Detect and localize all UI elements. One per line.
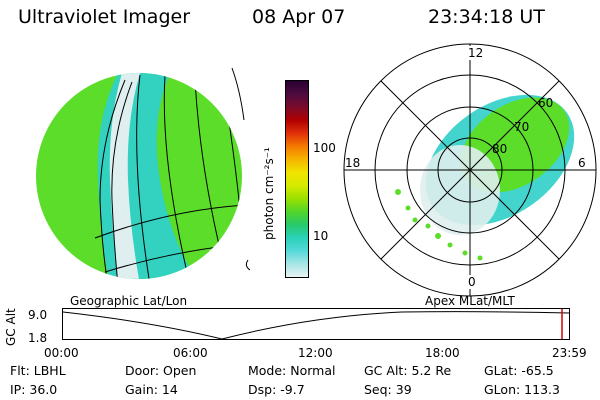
data-dot [395, 189, 401, 195]
ip-info: IP: 36.0 [10, 382, 58, 397]
gc-alt-info: GC Alt: 5.2 Re [364, 363, 452, 378]
seq-info: Seq: 39 [364, 382, 412, 397]
colorbar-gradient [286, 81, 308, 277]
data-dot [435, 233, 441, 239]
door-info: Door: Open [125, 363, 197, 378]
altitude-curve [62, 311, 570, 340]
mlt-label-12: 12 [466, 46, 486, 60]
coastline-fragment [245, 259, 251, 271]
data-dot [447, 242, 453, 248]
lat-label-60: 60 [538, 96, 554, 110]
data-dot [477, 255, 483, 261]
time-label: 23:34:18 UT [428, 6, 545, 28]
globe-outline-arc [231, 67, 245, 121]
data-dot [412, 217, 418, 223]
altitude-xtick-0000: 00:00 [44, 346, 79, 360]
colorbar-tick-100: 100 [313, 141, 336, 155]
altitude-ytick-1: 1.8 [28, 331, 48, 345]
coastline [99, 79, 126, 279]
altitude-xtick-0600: 06:00 [173, 346, 208, 360]
altitude-plot-frame [62, 308, 570, 340]
altitude-xtick-1800: 18:00 [425, 346, 460, 360]
filter-info: Flt: LBHL [10, 363, 66, 378]
altitude-ytick-9: 9.0 [28, 308, 48, 322]
mlt-label-0: 0 [466, 275, 478, 289]
colorbar-tick-10: 10 [313, 229, 329, 243]
right-panel-caption: Apex MLat/MLT [425, 294, 515, 308]
altitude-xtick-2359: 23:59 [552, 346, 587, 360]
latitude-line [94, 204, 242, 239]
glat-info: GLat: -65.5 [484, 363, 554, 378]
geographic-globe-image [36, 67, 251, 279]
gain-info: Gain: 14 [125, 382, 178, 397]
mlt-label-18: 18 [345, 156, 361, 170]
colorbar [285, 80, 309, 278]
app-title: Ultraviolet Imager [18, 6, 191, 28]
lat-label-80: 80 [492, 142, 508, 156]
mode-info: Mode: Normal [248, 363, 336, 378]
altitude-plot-box [62, 308, 570, 340]
meridian-line [136, 74, 151, 279]
coastline [111, 81, 133, 279]
mlt-label-6: 6 [578, 156, 586, 170]
dsp-info: Dsp: -9.7 [248, 382, 305, 397]
aurora-bright-band [109, 73, 140, 279]
altitude-ylabel: GC Alt [4, 308, 18, 346]
lat-label-70: 70 [514, 120, 530, 134]
left-panel-caption: Geographic Lat/Lon [70, 294, 188, 308]
data-dot [425, 223, 431, 229]
data-dot [405, 205, 411, 211]
diag-meridian [380, 80, 560, 260]
data-dot [462, 250, 468, 256]
polar-plot [343, 43, 597, 297]
glon-info: GLon: 113.3 [484, 382, 560, 397]
colorbar-unit-label: photon cm⁻²s⁻¹ [262, 147, 276, 240]
meridian-line [163, 74, 191, 279]
altitude-xtick-1200: 12:00 [298, 346, 333, 360]
auroral-dim-region [420, 145, 500, 235]
date-label: 08 Apr 07 [252, 6, 346, 28]
